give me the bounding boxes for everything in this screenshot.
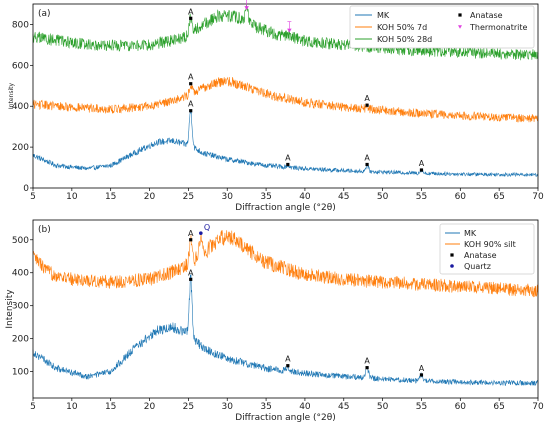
anatase-marker bbox=[419, 373, 424, 377]
x-tick-label: 5 bbox=[30, 192, 36, 202]
y-tick-label: 0 bbox=[23, 184, 29, 194]
legend: MK KOH 50% 7d KOH 50% 28d Anatase Thermonatr… bbox=[349, 5, 535, 49]
x-tick-label: 20 bbox=[144, 402, 156, 412]
x-tick-label: 15 bbox=[105, 402, 116, 412]
x-tick-label: 55 bbox=[416, 402, 427, 412]
series-line-mk bbox=[32, 109, 539, 178]
y-tick-label: 800 bbox=[12, 20, 29, 30]
legend-anatase-icon bbox=[458, 13, 462, 17]
x-tick-label: 70 bbox=[532, 192, 544, 202]
thermonatrite-marker bbox=[287, 28, 292, 33]
anatase-marker bbox=[189, 238, 193, 242]
anatase-marker-label: A bbox=[419, 159, 425, 168]
y-tick-label: 400 bbox=[12, 269, 29, 279]
series-line-koh-90-silt bbox=[32, 229, 539, 298]
series-line-koh-50-7d bbox=[32, 76, 539, 123]
anatase-marker bbox=[189, 277, 193, 281]
y-tick-label: 500 bbox=[12, 236, 29, 246]
x-tick-label: 35 bbox=[260, 192, 271, 202]
anatase-marker-label: A bbox=[285, 355, 291, 364]
anatase-marker-label: A bbox=[364, 94, 370, 103]
x-tick-label: 60 bbox=[455, 192, 467, 202]
x-tick-label: 60 bbox=[455, 402, 467, 412]
plot-frame bbox=[32, 3, 539, 189]
y-tick-label: 100 bbox=[12, 368, 29, 378]
anatase-marker bbox=[189, 16, 193, 20]
quartz-marker bbox=[199, 231, 203, 235]
panel-a: 5 10 15 20 25 30 35 40 45 50 55 60 65 70 0 200 400 600 800… bbox=[8, 0, 544, 213]
legend-label: Anatase bbox=[464, 251, 497, 260]
legend-box bbox=[439, 223, 535, 275]
x-tick-label: 45 bbox=[338, 402, 349, 412]
x-tick-label: 70 bbox=[532, 402, 544, 412]
anatase-marker-label: A bbox=[188, 100, 194, 109]
anatase-marker-label: A bbox=[188, 229, 194, 238]
anatase-marker bbox=[419, 168, 424, 172]
x-tick-label: 65 bbox=[493, 192, 504, 202]
x-tick-label: 65 bbox=[493, 402, 504, 412]
y-axis-label: Intensity bbox=[8, 82, 15, 109]
x-tick-label: 5 bbox=[30, 402, 36, 412]
anatase-marker-label: A bbox=[419, 364, 425, 373]
x-tick-label: 50 bbox=[377, 192, 389, 202]
x-tick-label: 50 bbox=[377, 402, 389, 412]
anatase-marker bbox=[189, 109, 193, 113]
x-tick-label: 25 bbox=[183, 192, 194, 202]
anatase-marker-label: A bbox=[364, 153, 370, 162]
x-tick-label: 10 bbox=[66, 192, 78, 202]
x-tick-label: 15 bbox=[105, 192, 116, 202]
x-tick-label: 25 bbox=[183, 402, 194, 412]
y-tick-label: 600 bbox=[12, 61, 29, 71]
legend-label: MK bbox=[464, 229, 477, 238]
x-tick-label: 30 bbox=[222, 402, 234, 412]
panel-label: (b) bbox=[38, 225, 51, 235]
legend-label: Thermonatrite bbox=[469, 23, 527, 32]
x-tick-label: 35 bbox=[260, 402, 271, 412]
anatase-marker bbox=[286, 162, 290, 167]
legend-label: Anatase bbox=[470, 11, 503, 20]
anatase-marker bbox=[365, 162, 369, 167]
y-tick-label: 300 bbox=[12, 302, 29, 312]
anatase-marker-label: A bbox=[188, 73, 194, 82]
series-line-mk bbox=[32, 274, 539, 386]
anatase-marker bbox=[189, 82, 193, 86]
x-axis-label: Diffraction angle (°2θ) bbox=[235, 203, 335, 213]
x-tick-label: 40 bbox=[299, 192, 311, 202]
anatase-marker-label: A bbox=[285, 153, 291, 162]
x-tick-label: 30 bbox=[222, 192, 234, 202]
series-line-koh-50-28d bbox=[32, 4, 539, 61]
y-tick-label: 400 bbox=[12, 102, 29, 112]
legend-thermonatrite-icon bbox=[458, 25, 462, 29]
anatase-marker bbox=[365, 103, 369, 107]
legend-label: Quartz bbox=[464, 262, 491, 271]
panel-b: 5 10 15 20 25 30 35 40 45 50 55 60 65 70 100 200 300 400 5… bbox=[5, 219, 544, 423]
legend-quartz-icon bbox=[450, 264, 454, 268]
legend-label: MK bbox=[377, 11, 390, 20]
y-tick-label: 200 bbox=[12, 335, 29, 345]
legend-label: KOH 50% 7d bbox=[377, 23, 427, 32]
plot-frame bbox=[32, 219, 539, 399]
legend-label: KOH 90% silt bbox=[464, 240, 516, 249]
anatase-marker-label: A bbox=[364, 357, 370, 366]
x-tick-label: 10 bbox=[66, 402, 78, 412]
thermonatrite-marker bbox=[244, 6, 249, 11]
quartz-marker-label: Q bbox=[204, 223, 210, 232]
legend: MK KOH 90% silt Anatase Quartz bbox=[439, 223, 535, 275]
x-tick-label: 45 bbox=[338, 192, 349, 202]
x-tick-label: 40 bbox=[299, 402, 311, 412]
x-tick-label: 55 bbox=[416, 192, 427, 202]
y-axis-label: Intensity bbox=[5, 289, 15, 329]
y-tick-label: 200 bbox=[12, 143, 29, 153]
legend-anatase-icon bbox=[450, 253, 454, 257]
legend-box bbox=[349, 5, 535, 49]
anatase-marker bbox=[365, 366, 369, 370]
anatase-marker bbox=[286, 364, 290, 368]
x-axis-label: Diffraction angle (°2θ) bbox=[235, 413, 335, 423]
panel-label: (a) bbox=[38, 9, 51, 19]
legend-label: KOH 50% 28d bbox=[377, 35, 432, 44]
x-tick-label: 20 bbox=[144, 192, 156, 202]
anatase-marker-label: A bbox=[188, 268, 194, 277]
anatase-marker-label: A bbox=[188, 7, 194, 16]
